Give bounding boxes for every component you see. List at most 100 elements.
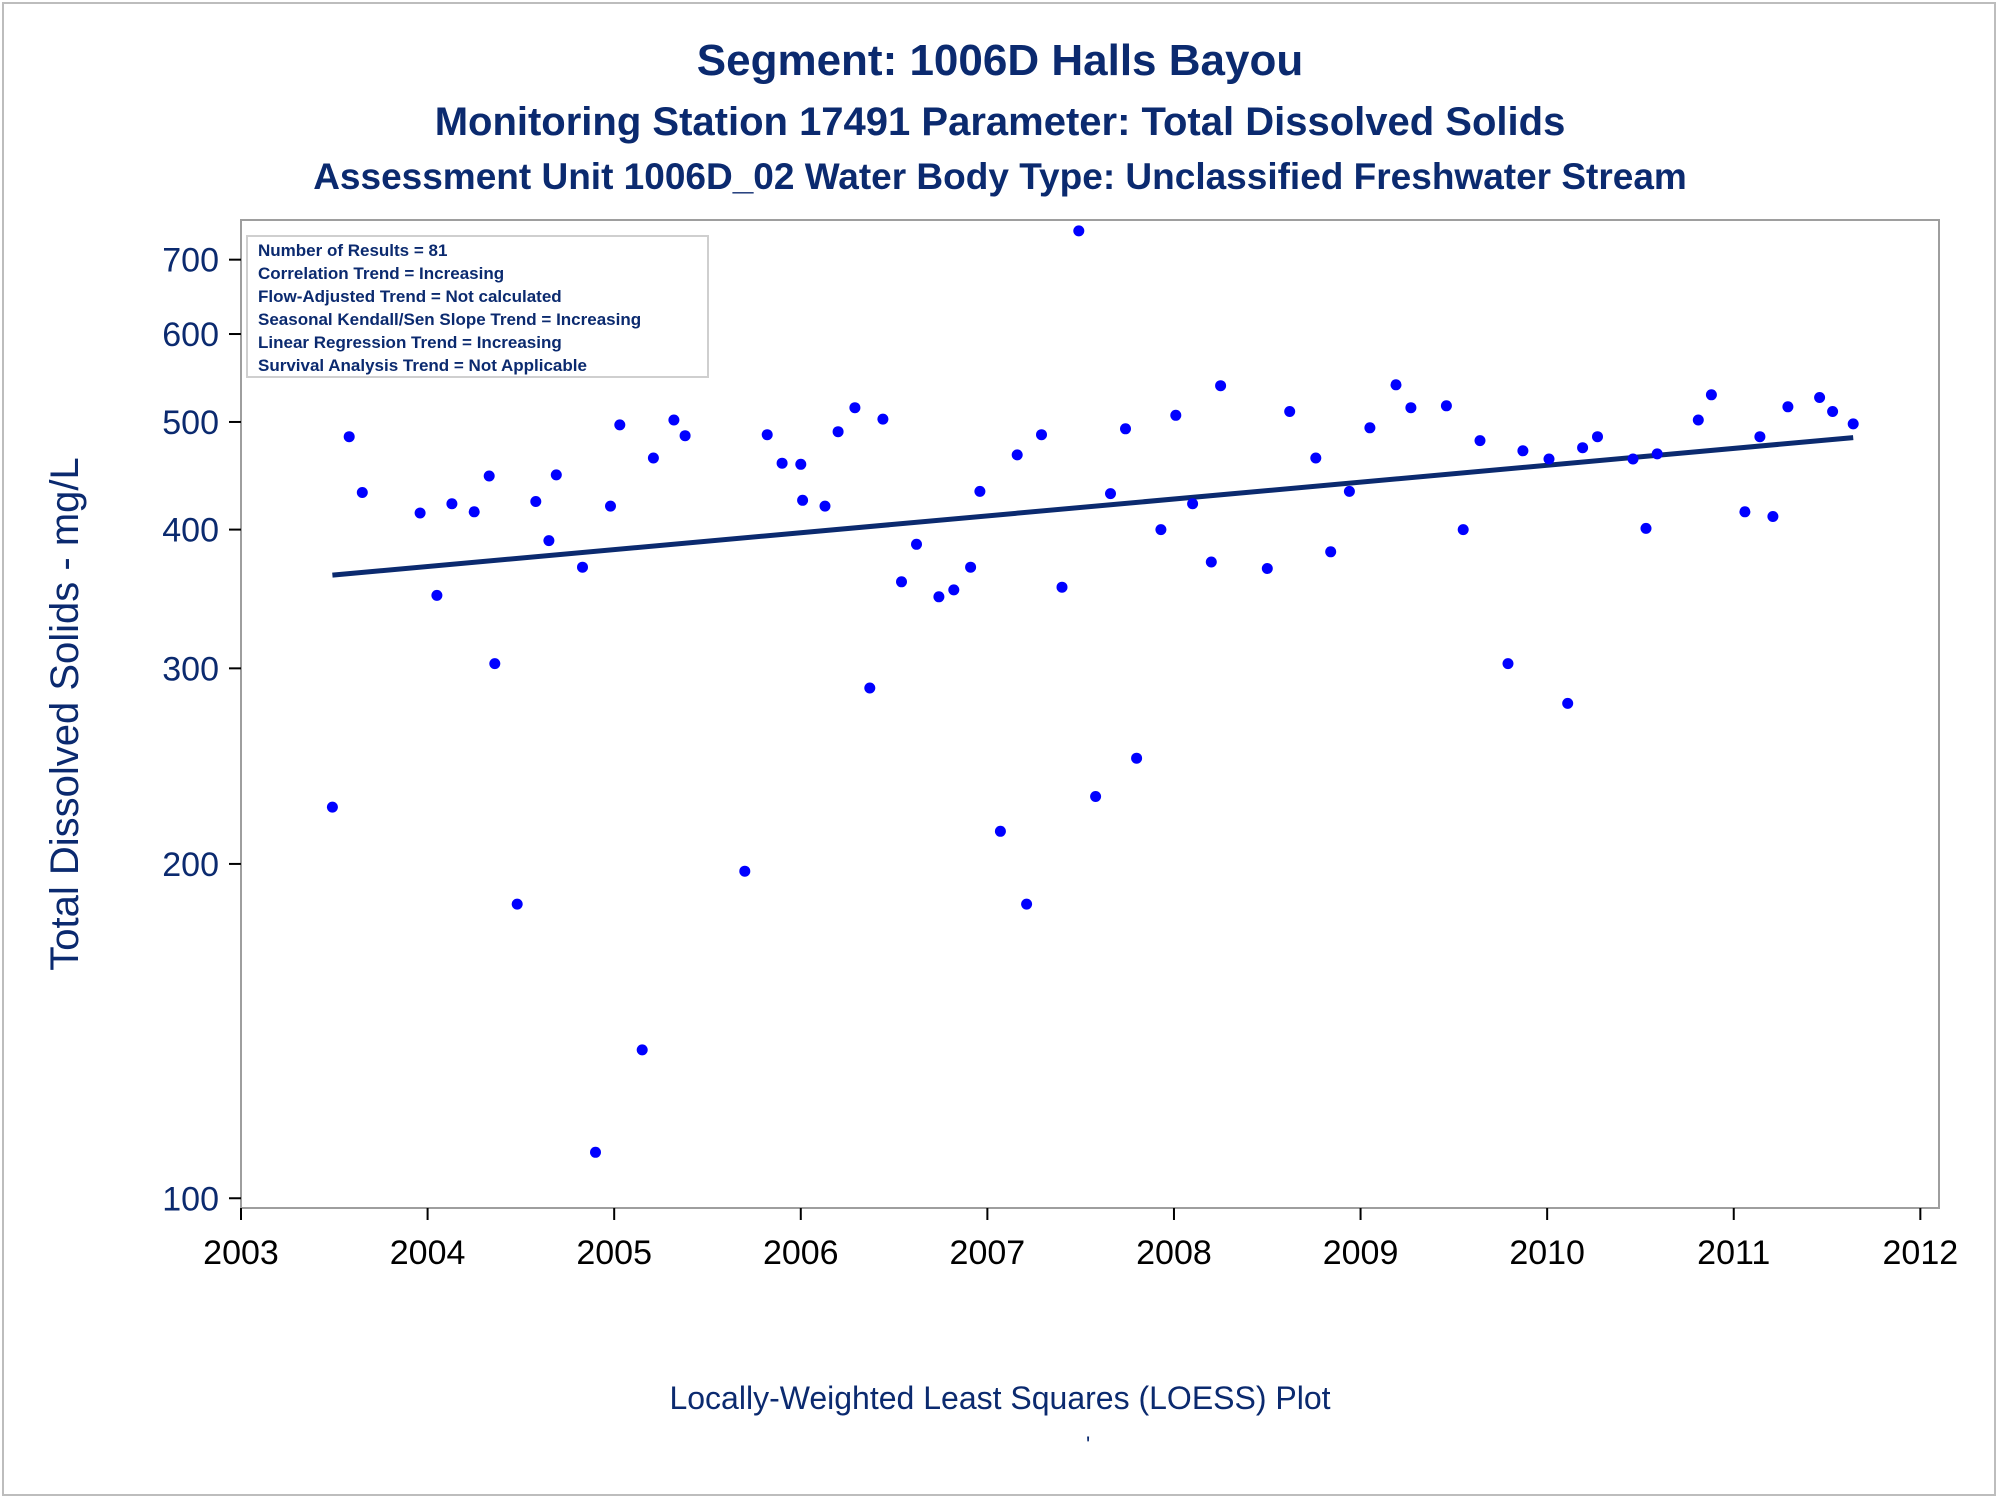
y-tick-label: 300	[162, 650, 219, 688]
data-point	[832, 426, 844, 438]
data-point	[1390, 379, 1402, 391]
y-tick-label: 700	[162, 242, 219, 280]
data-point	[1782, 401, 1794, 413]
x-tick-label: 2006	[763, 1234, 839, 1272]
y-tick-label: 600	[162, 316, 219, 354]
data-point	[1215, 380, 1227, 392]
data-point	[1155, 524, 1167, 536]
data-point	[1517, 445, 1529, 457]
y-tick-label: 500	[162, 404, 219, 442]
data-point	[896, 576, 907, 588]
data-point	[1036, 429, 1047, 441]
stats-line: Survival Analysis Trend = Not Applicable	[258, 356, 587, 375]
data-point	[1131, 752, 1143, 764]
data-point	[1261, 563, 1273, 574]
data-point	[1577, 442, 1589, 454]
data-point	[1187, 498, 1199, 510]
x-tick-label: 2010	[1509, 1234, 1585, 1272]
data-point	[1343, 485, 1355, 497]
data-point	[636, 1044, 648, 1056]
footnote: Locally-Weighted Least Squares (LOESS) P…	[669, 1380, 1331, 1416]
data-point	[605, 500, 616, 512]
x-tick-label: 2004	[390, 1234, 466, 1272]
data-point	[1651, 448, 1663, 460]
data-point	[1592, 431, 1603, 443]
data-point	[511, 898, 523, 910]
x-axis: 2003 2004 2005 2006 2007 2008 2009 2010 2011 2012	[203, 1208, 1958, 1272]
data-point	[1364, 422, 1376, 434]
chart-subtitle-assessment: Assessment Unit 1006D_02 Water Body Type…	[313, 156, 1687, 197]
data-point	[614, 419, 626, 431]
data-point	[530, 496, 542, 507]
footnote-mark: '	[1086, 1432, 1091, 1457]
plot-area	[240, 219, 1940, 1209]
x-tick-label: 2008	[1136, 1234, 1212, 1272]
data-point	[1105, 488, 1116, 500]
data-point	[679, 430, 691, 442]
data-point	[543, 535, 555, 547]
data-point	[1310, 452, 1322, 464]
data-point	[864, 682, 876, 694]
data-point	[1767, 511, 1779, 522]
data-point	[550, 469, 562, 481]
data-point	[489, 658, 501, 670]
x-tick-label: 2011	[1697, 1234, 1770, 1272]
data-point	[1090, 791, 1102, 802]
data-point	[1640, 522, 1652, 534]
y-tick-label: 400	[162, 512, 219, 550]
x-tick-label: 2003	[203, 1234, 279, 1272]
data-point	[911, 538, 922, 550]
stats-line: Linear Regression Trend = Increasing	[258, 333, 562, 352]
data-point	[819, 500, 831, 512]
data-point	[933, 591, 945, 603]
data-point	[1562, 697, 1574, 709]
data-point	[1457, 524, 1469, 536]
data-point	[1502, 658, 1514, 670]
data-point	[797, 494, 809, 506]
data-point	[1705, 389, 1717, 401]
data-point	[1847, 418, 1859, 430]
data-point	[1814, 392, 1826, 403]
x-tick-label: 2007	[950, 1234, 1026, 1272]
data-point	[1073, 225, 1085, 237]
data-point	[468, 506, 480, 518]
chart-subtitle-station: Monitoring Station 17491 Parameter: Tota…	[434, 100, 1566, 144]
data-points	[326, 225, 1859, 1158]
data-point	[1205, 556, 1217, 568]
y-axis: 100 200 300 400 500 600 700	[162, 242, 241, 1218]
data-point	[577, 561, 588, 573]
data-point	[668, 414, 680, 426]
data-point	[1827, 406, 1839, 417]
x-tick-label: 2005	[576, 1234, 652, 1272]
data-point	[431, 589, 443, 601]
data-point	[1170, 409, 1182, 421]
data-point	[356, 487, 368, 498]
x-tick-label: 2009	[1323, 1234, 1399, 1272]
data-point	[965, 561, 977, 573]
stats-box-border	[246, 235, 709, 378]
data-point	[877, 413, 889, 425]
data-point	[1739, 506, 1751, 518]
data-point	[948, 584, 960, 596]
data-point	[1754, 431, 1766, 443]
stats-line: Number of Results = 81	[258, 241, 447, 260]
stats-line: Flow-Adjusted Trend = Not calculated	[258, 287, 562, 306]
y-tick-label: 100	[162, 1180, 219, 1218]
data-point	[414, 507, 426, 519]
data-point	[1021, 898, 1033, 910]
data-point	[1692, 414, 1704, 426]
data-point	[326, 801, 338, 813]
data-point	[446, 498, 458, 510]
trend-line-group	[332, 435, 1854, 578]
chart-title: Segment: 1006D Halls Bayou	[696, 36, 1304, 85]
data-point	[849, 402, 861, 414]
y-axis-label: Total Dissolved Solids - mg/L	[43, 457, 87, 971]
stats-box: Number of Results = 81 Correlation Trend …	[246, 235, 709, 378]
data-point	[1543, 453, 1555, 465]
data-point	[1056, 581, 1068, 593]
x-tick-label: 2012	[1883, 1234, 1959, 1272]
data-point	[1325, 546, 1337, 558]
data-point	[1284, 406, 1296, 417]
stats-line: Correlation Trend = Increasing	[258, 264, 504, 283]
